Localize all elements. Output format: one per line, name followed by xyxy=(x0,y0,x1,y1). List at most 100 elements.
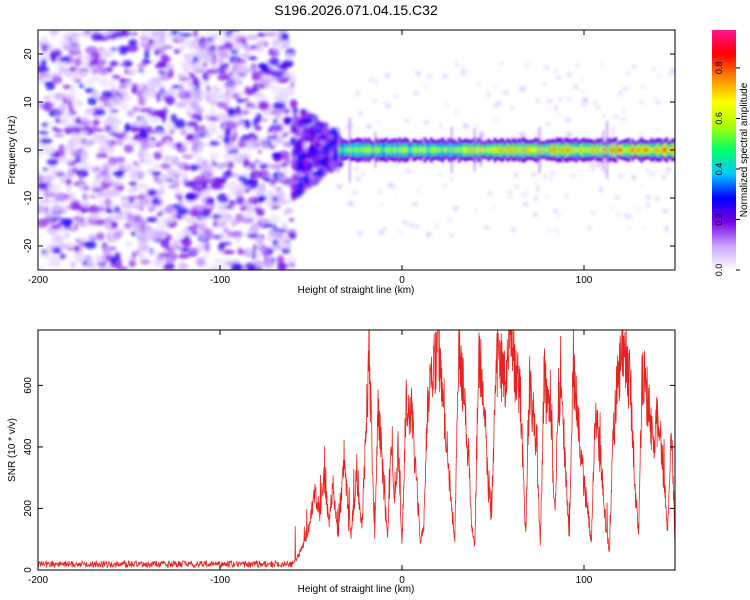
noise-blob xyxy=(205,167,211,172)
band-core xyxy=(547,147,550,153)
band-core xyxy=(661,148,665,152)
transition-peak xyxy=(284,118,291,125)
noise-blob xyxy=(42,67,50,72)
band-core xyxy=(384,148,387,152)
background-speck xyxy=(521,191,529,198)
background-speck xyxy=(395,195,399,198)
band-core xyxy=(660,148,664,152)
background-speck xyxy=(638,132,643,136)
noise-blob xyxy=(40,173,53,179)
colorbar-tick-label: 0.6 xyxy=(714,112,724,125)
band-core xyxy=(400,147,404,153)
noise-blob xyxy=(126,226,131,231)
noise-blob xyxy=(288,232,297,240)
noise-blob xyxy=(207,123,218,128)
noise-blob xyxy=(222,154,236,160)
noise-blob xyxy=(281,222,288,231)
noise-blob xyxy=(154,83,166,89)
band-core xyxy=(664,147,667,153)
noise-blob xyxy=(172,203,181,210)
noise-blob xyxy=(267,233,274,243)
noise-blob xyxy=(254,112,262,123)
transition-blob xyxy=(302,154,311,159)
noise-blob xyxy=(98,200,104,209)
band-spike xyxy=(479,133,482,167)
band-core xyxy=(472,147,475,153)
transition-blob xyxy=(296,189,301,194)
noise-blob xyxy=(174,118,186,129)
noise-blob xyxy=(204,127,209,137)
band-core xyxy=(571,148,574,152)
noise-blob xyxy=(114,98,127,108)
band-spike xyxy=(337,126,340,174)
noise-blob xyxy=(159,175,170,183)
band-core xyxy=(603,148,606,152)
background-speck xyxy=(546,98,553,104)
noise-blob xyxy=(155,133,161,137)
noise-blob xyxy=(91,33,105,41)
background-speck xyxy=(484,136,488,142)
band-core xyxy=(567,148,571,152)
transition-blob xyxy=(297,138,304,149)
background-speck xyxy=(393,161,398,167)
noise-blob xyxy=(73,123,87,128)
band-core xyxy=(532,147,535,153)
transition-peak xyxy=(324,156,331,163)
noise-blob xyxy=(266,229,276,235)
noise-blob xyxy=(51,126,58,131)
noise-blob xyxy=(102,119,112,127)
x-tick-label: 0 xyxy=(399,575,405,586)
noise-blob xyxy=(170,170,175,180)
noise-blob xyxy=(192,222,199,232)
noise-blob xyxy=(44,147,55,155)
noise-blob xyxy=(68,91,76,98)
band-core xyxy=(656,147,660,153)
noise-blob xyxy=(51,233,63,244)
band-core xyxy=(572,147,576,153)
background-speck xyxy=(402,220,409,225)
background-speck xyxy=(599,187,603,193)
noise-blob xyxy=(283,242,292,250)
noise-blob xyxy=(142,118,149,129)
noise-blob xyxy=(158,255,167,259)
noise-blob xyxy=(160,33,165,44)
noise-blob xyxy=(105,126,111,131)
noise-blob xyxy=(200,188,211,199)
noise-blob xyxy=(286,71,296,78)
band-core xyxy=(560,147,563,153)
noise-blob xyxy=(244,120,252,129)
noise-blob xyxy=(51,36,56,40)
figure-title: S196.2026.071.04.15.C32 xyxy=(274,2,438,18)
noise-blob xyxy=(93,118,101,126)
noise-blob xyxy=(239,205,248,212)
band-spike xyxy=(450,126,453,174)
noise-blob xyxy=(41,35,49,45)
noise-blob xyxy=(175,142,183,149)
band-core xyxy=(563,147,567,153)
noise-blob xyxy=(39,200,52,204)
noise-blob xyxy=(247,55,258,61)
noise-blob xyxy=(53,133,65,137)
band-core xyxy=(385,147,388,153)
background-speck xyxy=(439,122,442,129)
noise-blob xyxy=(273,47,281,53)
noise-blob xyxy=(227,180,240,190)
band-core xyxy=(362,148,365,152)
noise-blob xyxy=(246,233,259,239)
noise-blob xyxy=(50,203,63,213)
background-speck xyxy=(626,227,633,230)
noise-blob xyxy=(185,141,194,146)
noise-blob xyxy=(231,131,239,139)
band-core xyxy=(395,147,399,153)
transition-blob xyxy=(289,99,298,109)
background-speck xyxy=(616,212,620,216)
background-speck xyxy=(549,176,553,181)
noise-blob xyxy=(170,244,183,251)
noise-blob xyxy=(57,63,68,68)
band-spike xyxy=(338,137,341,163)
noise-blob xyxy=(38,191,45,196)
noise-blob xyxy=(275,113,281,120)
band-core xyxy=(428,148,432,152)
noise-blob xyxy=(217,135,223,139)
